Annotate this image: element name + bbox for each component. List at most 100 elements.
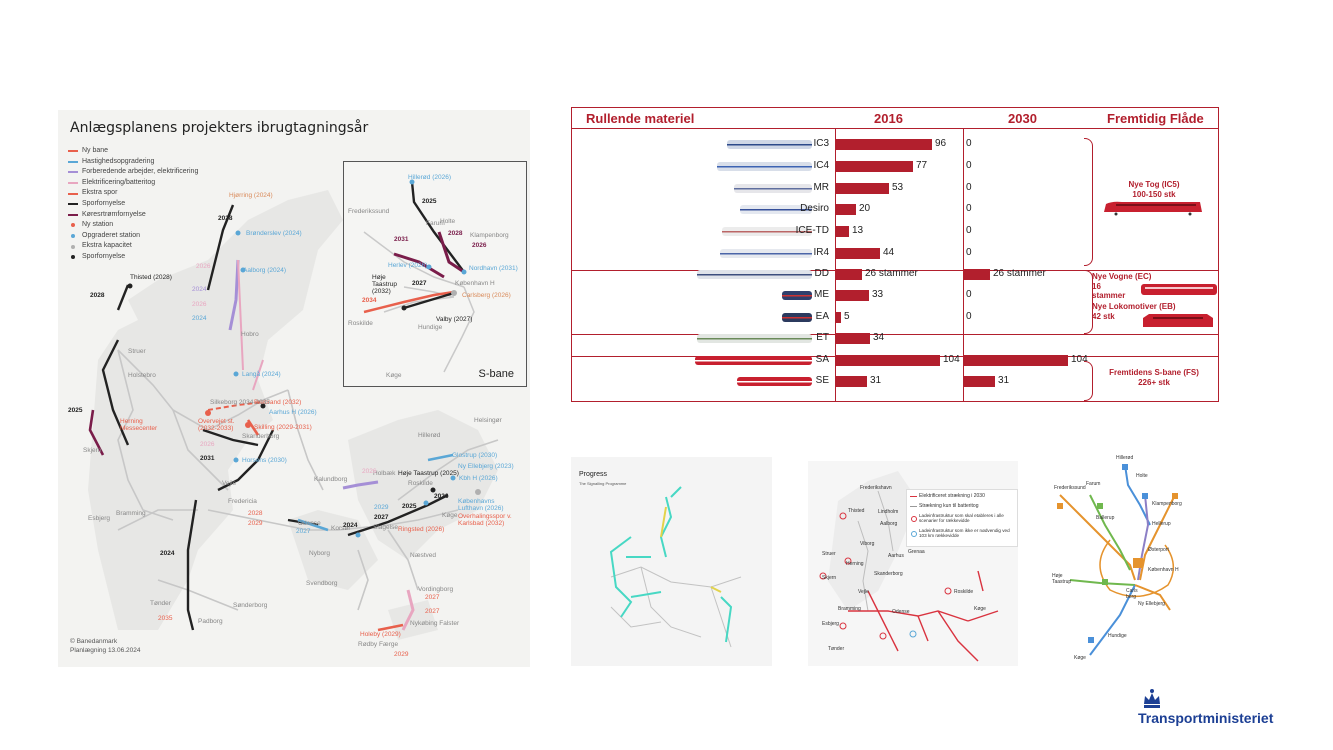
- train-mr-icon: [734, 184, 812, 193]
- elec-label-vejle: Vejle: [858, 589, 869, 595]
- legend-item: Forberedende arbejder, elektrificering: [68, 167, 198, 178]
- train-ir4-icon: [720, 249, 812, 258]
- label-padborg: Padborg: [198, 618, 223, 625]
- label-holstebro: Holstebro: [128, 372, 156, 379]
- signalling-progress-map: Progress The Signalling Programme: [571, 457, 772, 666]
- sbane-label-ballerup: Ballerup: [1096, 515, 1115, 521]
- legend-item: Ny station: [68, 220, 198, 231]
- year-label: 2029: [394, 651, 409, 658]
- legend-label: Sporfornyelse: [82, 199, 126, 207]
- column-divider: [963, 128, 964, 401]
- eb-locomotive-icon: [1143, 314, 1213, 327]
- row-label: SE: [815, 375, 829, 386]
- value-2016: 31: [870, 375, 882, 386]
- sbane-label-koge: Køge: [1074, 655, 1086, 661]
- elec-label-herning: Herning: [846, 561, 864, 567]
- legend-charging-optional: Ladeinfrastruktur som ikke er nødvendig …: [919, 528, 1010, 538]
- legend-item: Sporfornyelse: [68, 252, 198, 263]
- year-label: 2035: [158, 615, 173, 622]
- bar-2016: [836, 161, 913, 172]
- legend-item: Ny bane: [68, 146, 198, 157]
- label-langa: Langå (2024): [242, 371, 281, 378]
- progress-map-graphic: [609, 486, 742, 648]
- value-2030: 0: [966, 247, 972, 258]
- year-label: 2027: [296, 528, 311, 535]
- sbane-label-frederikssund: Frederikssund: [1054, 485, 1086, 491]
- train-se-icon: [737, 377, 812, 386]
- legend-electrified: Elektrificeret strækning i 2030: [919, 493, 985, 499]
- rolling-stock-table: Rullende materiel 2016 2030 Fremtidig Fl…: [571, 107, 1219, 402]
- ic5-train-icon: [1104, 201, 1202, 216]
- legend-line-icon: [68, 203, 78, 206]
- year-label: 2031: [200, 455, 215, 462]
- inset-label-hoje-taastrup: Høje Taastrup (2032): [372, 274, 397, 295]
- sbane-label-farum: Farum: [1086, 481, 1101, 487]
- bar-2016: [836, 139, 932, 150]
- legend-label: Ekstra spor: [82, 189, 118, 197]
- label-vejle: Vejle: [222, 480, 237, 487]
- header-divider: [572, 128, 1218, 129]
- year-label: 2029: [374, 504, 389, 511]
- map-legend: Ny bane Hastighedsopgradering Forberedende…: [68, 146, 198, 263]
- value-2016: 53: [892, 182, 904, 193]
- train-ea-icon: [782, 313, 812, 322]
- row-label: EA: [815, 311, 829, 322]
- legend-line-icon: [68, 213, 78, 216]
- fleet-eb: Nye Lokomotiver (EB) 42 stk: [1092, 302, 1176, 321]
- label-fredericia: Fredericia: [228, 498, 257, 505]
- elec-label-odense: Odense: [892, 609, 910, 615]
- elec-label-grenaa: Grenaa: [908, 549, 925, 555]
- inset-year: 2025: [422, 198, 437, 205]
- label-vordingborg: Vordingborg: [418, 586, 454, 593]
- label-naestved: Næstved: [410, 552, 437, 559]
- column-divider: [835, 128, 836, 401]
- sbane-label-klampenborg: Klampenborg: [1152, 501, 1182, 507]
- row-label: IC4: [813, 160, 829, 171]
- elec-label-aarhus: Aarhus: [888, 553, 904, 559]
- denmark-map-graphic: [88, 190, 499, 640]
- legend-dot-icon: [71, 244, 75, 249]
- inset-year: 2027: [412, 280, 427, 287]
- label-rodby: Rødby Færge: [358, 641, 399, 648]
- inset-label-roskilde: Roskilde: [348, 320, 373, 327]
- header-2030: 2030: [1008, 111, 1037, 126]
- bar-2016: [836, 269, 862, 280]
- header-2016: 2016: [874, 111, 903, 126]
- label-odense: Odense: [298, 520, 321, 527]
- legend-label: Forberedende arbejder, elektrificering: [82, 168, 199, 176]
- year-label: 2026: [434, 493, 449, 500]
- value-2016: 96: [935, 138, 947, 149]
- label-horsens: Horsens (2030): [242, 457, 287, 464]
- train-dd-icon: [697, 270, 812, 279]
- label-hoje-taastrup: Høje Taastrup (2025): [398, 470, 459, 477]
- inset-label-kbh: København H: [455, 280, 495, 287]
- legend-label: Elektrificering/batteritog: [82, 178, 156, 186]
- inset-title: S-bane: [478, 368, 514, 380]
- elec-label-bramming: Bramming: [838, 606, 861, 612]
- row-label: IR4: [813, 247, 829, 258]
- inset-label-holte: Holte: [440, 218, 456, 225]
- label-hillerod: Hillerød: [418, 432, 441, 439]
- inset-label-herlev: Herlev (2026): [388, 262, 428, 269]
- year-label: 2026: [192, 301, 207, 308]
- label-skjern: Skjern: [83, 447, 102, 454]
- value-2016: 13: [852, 225, 864, 236]
- inset-label-nordhavn: Nordhavn (2031): [469, 265, 518, 272]
- value-2016: 26 stammer: [865, 268, 918, 279]
- label-holeby: Holeby (2029): [360, 631, 401, 638]
- elec-label-skjern: Skjern: [822, 575, 837, 581]
- sbane-label-hellerup: Hellerup: [1152, 521, 1171, 527]
- legend-dot-icon: [71, 223, 75, 228]
- year-label: 2026: [362, 468, 377, 475]
- group-divider: [572, 334, 1218, 335]
- value-2016: 34: [873, 332, 885, 343]
- legend-line-icon: [68, 160, 78, 163]
- inset-year: 2028: [448, 230, 463, 237]
- s-bane-inset: Hillerød (2026) 2025 Holte 2028 2031 202…: [343, 161, 527, 387]
- value-2030: 0: [966, 289, 972, 300]
- label-silkeborg: Silkeborg 2034-2035: [210, 399, 270, 406]
- bar-2016: [836, 183, 889, 194]
- row-label: ICE-TD: [795, 225, 829, 236]
- year-label: 2027: [374, 514, 389, 521]
- train-desiro-icon: [740, 205, 812, 214]
